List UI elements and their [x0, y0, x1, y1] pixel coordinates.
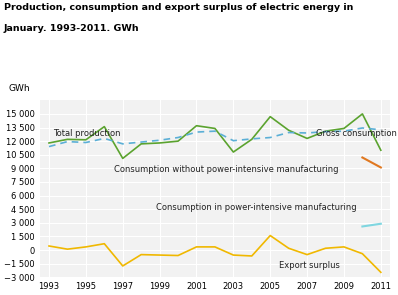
Text: Consumption without power-intensive manufacturing: Consumption without power-intensive manu… [113, 165, 338, 173]
Text: Consumption in power-intensive manufacturing: Consumption in power-intensive manufactu… [156, 203, 357, 212]
Text: GWh: GWh [8, 84, 30, 93]
Text: Gross consumption: Gross consumption [316, 129, 397, 138]
Text: Production, consumption and export surplus of electric energy in: Production, consumption and export surpl… [4, 3, 353, 12]
Text: Export surplus: Export surplus [279, 261, 340, 270]
Text: Total production: Total production [53, 129, 120, 138]
Text: January. 1993-2011. GWh: January. 1993-2011. GWh [4, 24, 140, 33]
